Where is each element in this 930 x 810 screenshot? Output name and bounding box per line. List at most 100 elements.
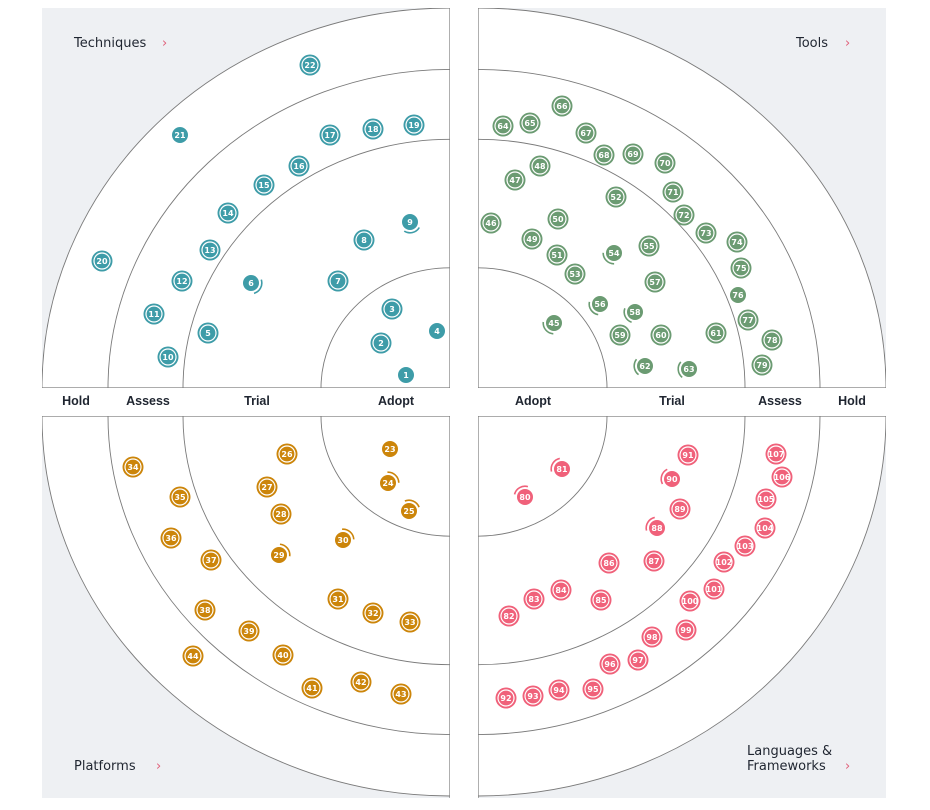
blip-74[interactable]: 74 bbox=[726, 231, 748, 253]
blip-38[interactable]: 38 bbox=[194, 599, 216, 621]
blip-70[interactable]: 70 bbox=[654, 152, 676, 174]
blip-34[interactable]: 34 bbox=[122, 456, 144, 478]
blip-86[interactable]: 86 bbox=[598, 552, 620, 574]
blip-30[interactable]: 30 bbox=[335, 528, 355, 548]
blip-45[interactable]: 45 bbox=[542, 315, 562, 335]
blip-7[interactable]: 7 bbox=[327, 270, 349, 292]
blip-25[interactable]: 25 bbox=[401, 499, 420, 519]
blip-17[interactable]: 17 bbox=[319, 124, 341, 146]
blip-93[interactable]: 93 bbox=[522, 685, 544, 707]
blip-46[interactable]: 46 bbox=[480, 212, 502, 234]
blip-72[interactable]: 72 bbox=[673, 204, 695, 226]
blip-59[interactable]: 59 bbox=[609, 324, 631, 346]
quadrant-link-languages-frameworks[interactable]: Languages & Frameworks › bbox=[747, 744, 850, 774]
blip-100[interactable]: 100 bbox=[679, 590, 701, 612]
blip-68[interactable]: 68 bbox=[593, 144, 615, 166]
blip-84[interactable]: 84 bbox=[550, 579, 572, 601]
blip-21[interactable]: 21 bbox=[172, 127, 188, 143]
blip-23[interactable]: 23 bbox=[382, 441, 398, 457]
blip-69[interactable]: 69 bbox=[622, 143, 644, 165]
blip-98[interactable]: 98 bbox=[641, 626, 663, 648]
blip-55[interactable]: 55 bbox=[638, 235, 660, 257]
blip-91[interactable]: 91 bbox=[677, 444, 699, 466]
blip-63[interactable]: 63 bbox=[677, 361, 697, 379]
blip-35[interactable]: 35 bbox=[169, 486, 191, 508]
blip-20[interactable]: 20 bbox=[91, 250, 113, 272]
blip-51[interactable]: 51 bbox=[546, 244, 568, 266]
blip-48[interactable]: 48 bbox=[529, 155, 551, 177]
blip-43[interactable]: 43 bbox=[390, 683, 412, 705]
blip-44[interactable]: 44 bbox=[182, 645, 204, 667]
blip-31[interactable]: 31 bbox=[327, 588, 349, 610]
blip-106[interactable]: 106 bbox=[771, 466, 793, 488]
blip-49[interactable]: 49 bbox=[521, 228, 543, 250]
blip-67[interactable]: 67 bbox=[575, 122, 597, 144]
blip-104[interactable]: 104 bbox=[754, 517, 776, 539]
blip-52[interactable]: 52 bbox=[605, 186, 627, 208]
blip-62[interactable]: 62 bbox=[633, 358, 653, 376]
blip-18[interactable]: 18 bbox=[362, 118, 384, 140]
blip-41[interactable]: 41 bbox=[301, 677, 323, 699]
blip-73[interactable]: 73 bbox=[695, 222, 717, 244]
quadrant-link-platforms[interactable]: Platforms › bbox=[74, 759, 161, 774]
blip-13[interactable]: 13 bbox=[199, 239, 221, 261]
blip-88[interactable]: 88 bbox=[645, 516, 665, 536]
blip-8[interactable]: 8 bbox=[353, 229, 375, 251]
blip-11[interactable]: 11 bbox=[143, 303, 165, 325]
blip-81[interactable]: 81 bbox=[550, 457, 570, 477]
blip-5[interactable]: 5 bbox=[197, 322, 219, 344]
blip-2[interactable]: 2 bbox=[370, 332, 392, 354]
blip-107[interactable]: 107 bbox=[765, 443, 787, 465]
blip-26[interactable]: 26 bbox=[276, 443, 298, 465]
blip-75[interactable]: 75 bbox=[730, 257, 752, 279]
blip-89[interactable]: 89 bbox=[669, 498, 691, 520]
blip-9[interactable]: 9 bbox=[402, 214, 420, 234]
blip-42[interactable]: 42 bbox=[350, 671, 372, 693]
blip-101[interactable]: 101 bbox=[703, 578, 725, 600]
blip-79[interactable]: 79 bbox=[751, 354, 773, 376]
blip-19[interactable]: 19 bbox=[403, 114, 425, 136]
blip-87[interactable]: 87 bbox=[643, 550, 665, 572]
blip-66[interactable]: 66 bbox=[551, 95, 573, 117]
blip-28[interactable]: 28 bbox=[270, 503, 292, 525]
blip-83[interactable]: 83 bbox=[523, 588, 545, 610]
blip-64[interactable]: 64 bbox=[492, 115, 514, 137]
blip-50[interactable]: 50 bbox=[547, 208, 569, 230]
quadrant-link-techniques[interactable]: Techniques › bbox=[73, 36, 167, 51]
blip-71[interactable]: 71 bbox=[662, 181, 684, 203]
blip-56[interactable]: 56 bbox=[588, 296, 608, 316]
blip-94[interactable]: 94 bbox=[548, 679, 570, 701]
blip-78[interactable]: 78 bbox=[761, 329, 783, 351]
blip-65[interactable]: 65 bbox=[519, 112, 541, 134]
blip-102[interactable]: 102 bbox=[713, 551, 735, 573]
blip-36[interactable]: 36 bbox=[160, 527, 182, 549]
quadrant-link-tools[interactable]: Tools › bbox=[795, 36, 850, 51]
blip-53[interactable]: 53 bbox=[564, 263, 586, 285]
blip-27[interactable]: 27 bbox=[256, 476, 278, 498]
blip-61[interactable]: 61 bbox=[705, 322, 727, 344]
blip-12[interactable]: 12 bbox=[171, 270, 193, 292]
blip-10[interactable]: 10 bbox=[157, 346, 179, 368]
blip-58[interactable]: 58 bbox=[623, 304, 643, 324]
blip-24[interactable]: 24 bbox=[380, 471, 400, 491]
blip-99[interactable]: 99 bbox=[675, 619, 697, 641]
blip-4[interactable]: 4 bbox=[429, 323, 445, 339]
blip-82[interactable]: 82 bbox=[498, 605, 520, 627]
blip-1[interactable]: 1 bbox=[398, 367, 414, 383]
blip-16[interactable]: 16 bbox=[288, 155, 310, 177]
blip-6[interactable]: 6 bbox=[243, 275, 263, 295]
blip-3[interactable]: 3 bbox=[381, 298, 403, 320]
blip-22[interactable]: 22 bbox=[299, 54, 321, 76]
blip-33[interactable]: 33 bbox=[399, 611, 421, 633]
blip-76[interactable]: 76 bbox=[730, 287, 746, 303]
blip-40[interactable]: 40 bbox=[272, 644, 294, 666]
blip-95[interactable]: 95 bbox=[582, 678, 604, 700]
blip-97[interactable]: 97 bbox=[627, 649, 649, 671]
blip-90[interactable]: 90 bbox=[660, 468, 680, 487]
blip-60[interactable]: 60 bbox=[650, 324, 672, 346]
blip-54[interactable]: 54 bbox=[602, 245, 622, 265]
blip-105[interactable]: 105 bbox=[755, 488, 777, 510]
blip-57[interactable]: 57 bbox=[644, 271, 666, 293]
blip-96[interactable]: 96 bbox=[599, 653, 621, 675]
blip-39[interactable]: 39 bbox=[238, 620, 260, 642]
